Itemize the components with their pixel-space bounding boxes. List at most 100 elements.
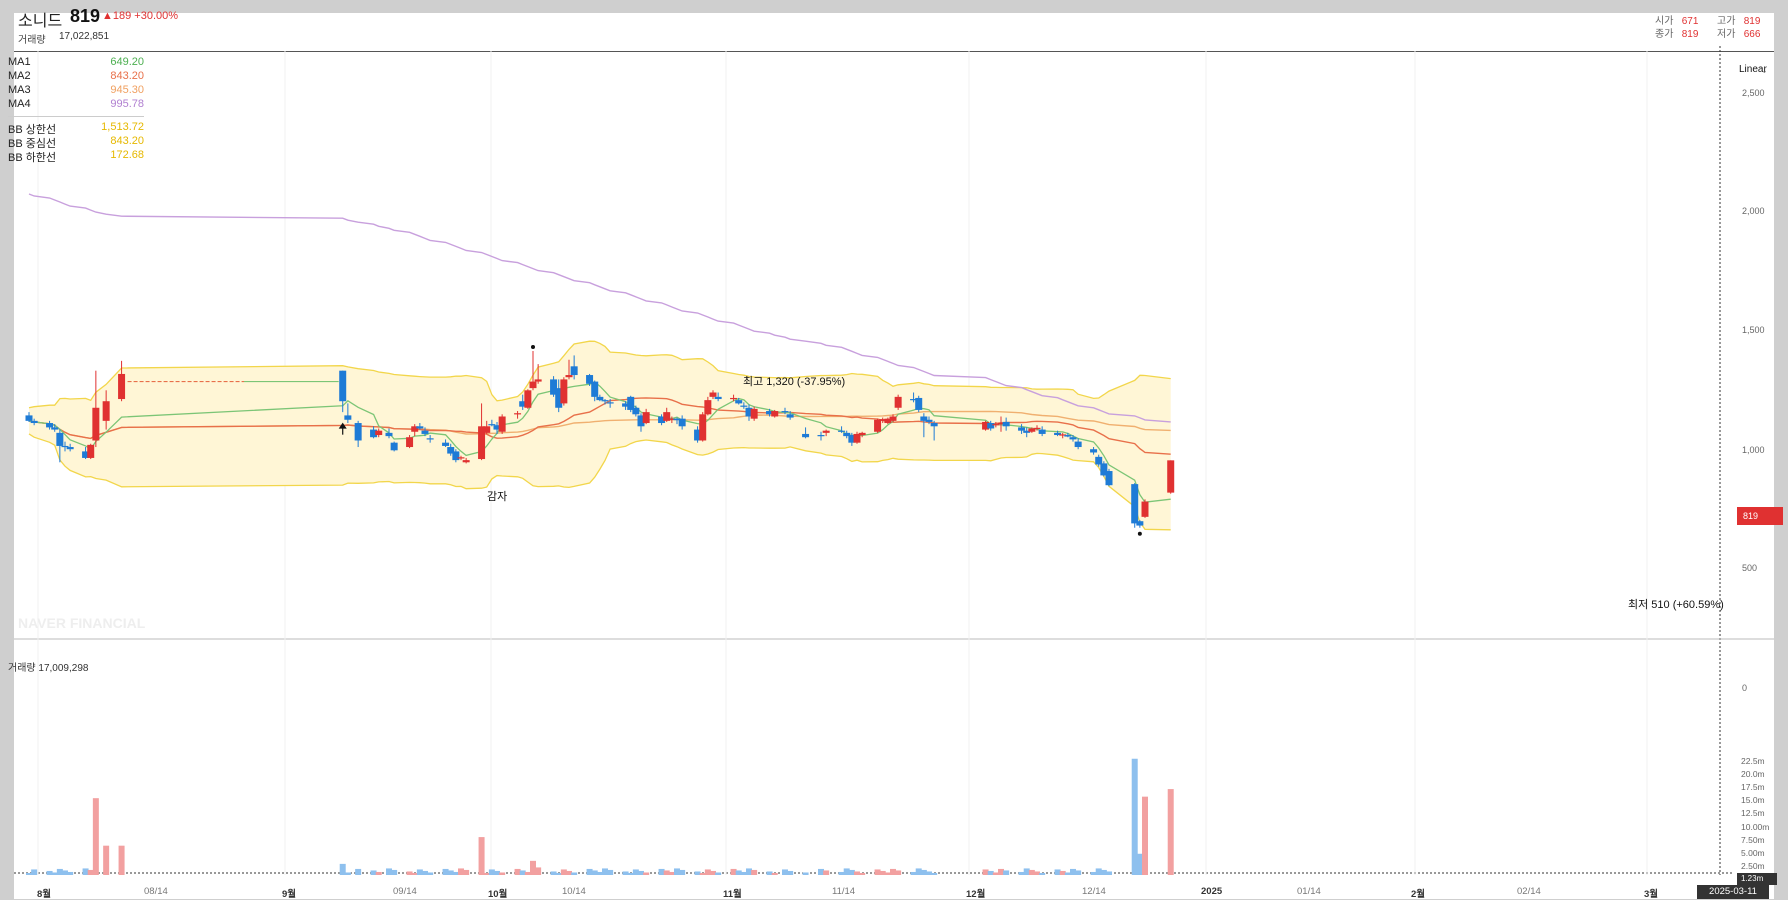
volume-bar	[627, 872, 634, 875]
candle-body	[92, 407, 100, 441]
volume-bar	[555, 872, 562, 875]
volume-bar	[391, 869, 398, 875]
high-marker	[531, 345, 535, 350]
candle-body	[442, 442, 450, 446]
candle-body	[421, 430, 429, 434]
volume-bar	[607, 869, 614, 875]
candle-body	[61, 445, 69, 448]
volume-tick: 12.5m	[1741, 808, 1765, 818]
volume-bar	[452, 871, 459, 875]
candle-body	[550, 379, 558, 395]
candle-body	[740, 405, 748, 407]
candle-body	[694, 429, 702, 441]
volume-tick: 7.50m	[1741, 835, 1765, 845]
stock-price: 819	[70, 6, 101, 26]
volume-bar	[838, 871, 845, 875]
candle-body	[529, 381, 537, 389]
ma2-line	[28, 397, 1171, 455]
candle-body	[735, 400, 743, 404]
x-tick-0214: 02/14	[1517, 886, 1541, 897]
volume-bar	[638, 870, 644, 875]
volume-tick: 5.00m	[1741, 848, 1765, 858]
candle-body	[25, 415, 33, 421]
candle-body	[704, 400, 712, 415]
candle-body	[519, 401, 527, 407]
candle-body	[1023, 430, 1031, 433]
candle-body	[51, 427, 59, 430]
volume-bar	[874, 869, 881, 875]
candle-body	[46, 423, 54, 428]
x-tick-1014: 10/14	[562, 886, 586, 897]
candle-body	[462, 460, 470, 463]
volume-bar	[463, 869, 470, 875]
volume-bar	[1075, 870, 1082, 875]
volume-bar	[344, 872, 351, 875]
volume-bar	[62, 870, 68, 875]
candle-body	[1038, 429, 1046, 434]
candle-body	[488, 424, 496, 426]
candle-body	[514, 413, 522, 415]
volume-bar	[710, 870, 716, 875]
ohlc-close: 종가 819	[1655, 29, 1699, 40]
candle-body	[637, 415, 645, 427]
scale-mode-button[interactable]: Linear	[1739, 64, 1767, 75]
volume-bar	[931, 872, 938, 875]
candle-body	[1018, 427, 1026, 431]
candle-body	[1059, 434, 1067, 436]
volume-bar	[560, 869, 567, 875]
volume-bar	[427, 872, 434, 875]
candle-body	[1064, 435, 1072, 437]
volume-bar	[535, 867, 542, 875]
volume-bar	[46, 870, 53, 875]
volume-bar	[1054, 869, 1061, 875]
candle-body	[668, 418, 676, 420]
candle-body	[658, 416, 666, 424]
volume-bar	[1018, 871, 1025, 875]
volume-tick: 17.5m	[1741, 782, 1765, 792]
volume-bar	[818, 868, 824, 875]
y-tick: 2,500	[1742, 88, 1765, 98]
volume-bar	[411, 872, 418, 875]
event-annotation: 감자	[487, 491, 508, 503]
volume-tick: 20.0m	[1741, 769, 1765, 779]
volume-bar	[494, 870, 500, 875]
volume-bar	[632, 869, 639, 875]
candle-body	[915, 397, 923, 410]
candlestick-chart[interactable]	[14, 13, 1774, 899]
volume-bar	[694, 871, 701, 875]
candle-body	[1100, 463, 1108, 476]
candle-body	[1054, 432, 1062, 436]
volume-bar	[1028, 869, 1035, 875]
legend-ma3: MA3 945.30	[8, 84, 144, 96]
x-tick-0814: 08/14	[144, 886, 168, 897]
candle-body	[524, 390, 532, 408]
y-tick: 1,000	[1742, 445, 1765, 455]
volume-bar	[859, 872, 866, 875]
volume-bar	[483, 872, 490, 875]
volume-bar	[519, 870, 526, 875]
legend-bb-upper: BB 상한선 1,513.72	[8, 121, 144, 136]
candle-body	[555, 388, 563, 408]
candle-body	[889, 416, 897, 421]
chevron-down-icon[interactable]: ⌄	[1761, 66, 1768, 75]
x-tick-2025: 2025	[1201, 886, 1223, 897]
candle-body	[1074, 441, 1082, 448]
volume-bar	[854, 871, 860, 875]
volume-bar	[1142, 796, 1148, 875]
candle-body	[87, 444, 95, 458]
candle-body	[370, 429, 378, 438]
volume-bar	[782, 869, 788, 875]
volume-bar	[118, 845, 125, 875]
candle-body	[385, 432, 393, 437]
volume-bar	[1095, 868, 1102, 875]
candle-body	[673, 418, 681, 421]
volume-bar	[92, 798, 99, 875]
volume-bar	[992, 872, 999, 875]
candle-body	[627, 396, 635, 410]
candle-body	[802, 433, 810, 438]
candle-body	[30, 420, 38, 424]
volume-bar	[771, 872, 778, 875]
candle-body	[699, 414, 707, 441]
candle-body	[992, 424, 1000, 426]
volume-bar	[530, 860, 536, 875]
